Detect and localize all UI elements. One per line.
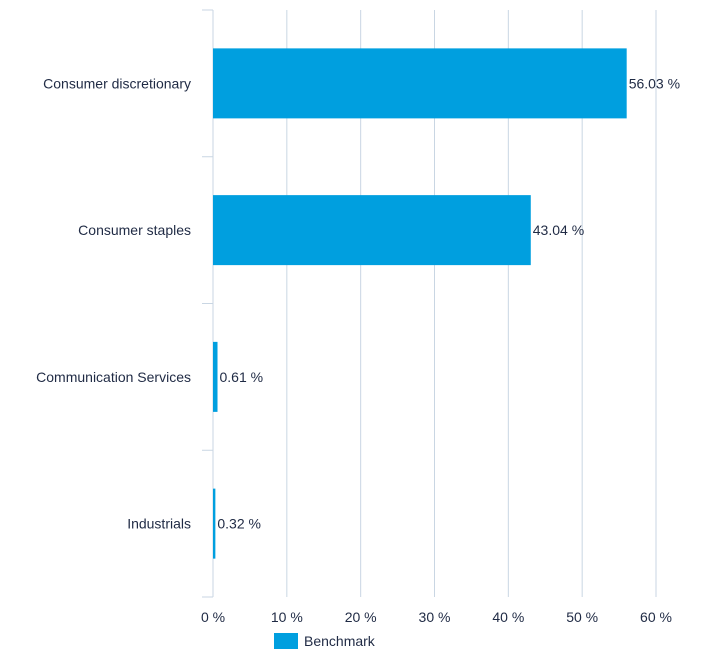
bars [213,48,627,559]
x-tick-label: 60 % [640,609,672,625]
bar-value-label: 56.03 % [629,75,680,91]
category-label: Consumer staples [78,222,191,238]
legend: Benchmark [274,633,376,649]
category-label: Consumer discretionary [43,75,191,91]
bar-value-label: 0.61 % [220,369,264,385]
category-label: Communication Services [36,369,191,385]
bar [213,48,627,119]
x-tick-label: 30 % [419,609,451,625]
labels: 0 % 10 % 20 % 30 % 40 % 50 % 60 % 56.03 % Consum… [36,75,680,625]
x-tick-label: 0 % [201,609,225,625]
bar-value-label: 0.32 % [217,516,261,532]
x-tick-label: 20 % [345,609,377,625]
x-tick-label: 40 % [492,609,524,625]
legend-label: Benchmark [304,633,376,649]
legend-swatch [274,633,298,649]
bar [213,195,531,266]
y-axis [202,9,214,598]
bar [213,341,218,412]
x-tick-label: 10 % [271,609,303,625]
bar-value-label: 43.04 % [533,222,584,238]
bar [213,488,216,559]
category-label: Industrials [127,516,191,532]
x-tick-label: 50 % [566,609,598,625]
